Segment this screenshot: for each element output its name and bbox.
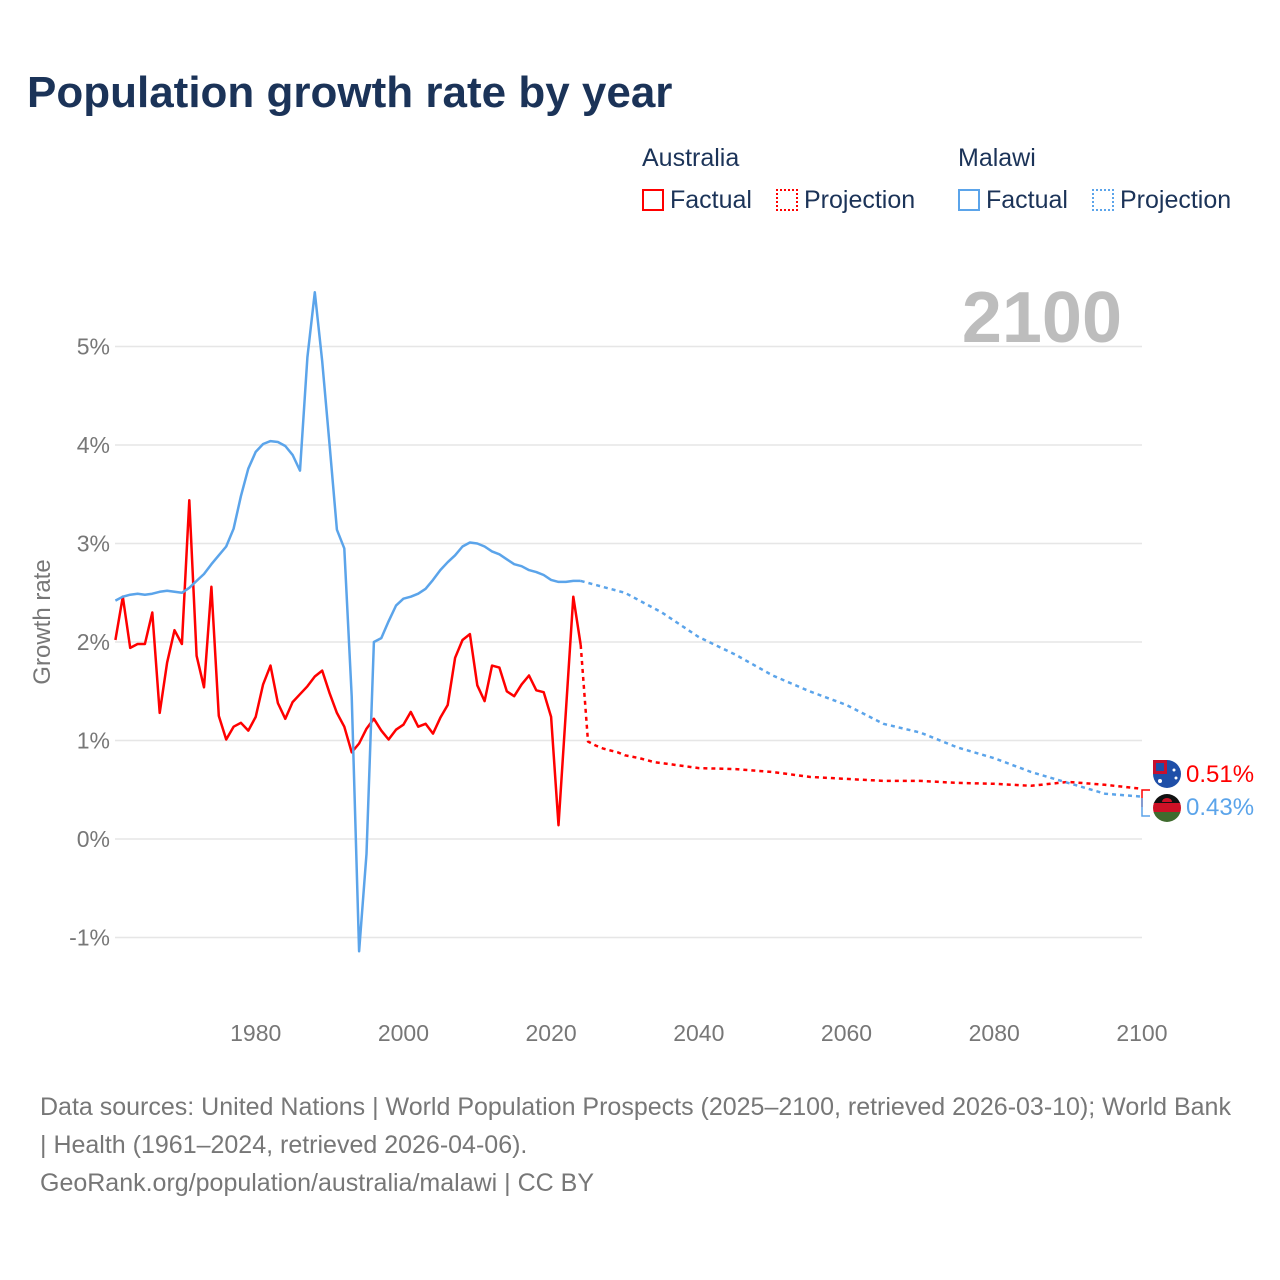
australia-factual-line <box>114 498 582 827</box>
malawi-end-connector <box>1141 798 1150 817</box>
y-tick-label: 1% <box>77 728 110 754</box>
malawi-flag-icon <box>1153 794 1181 822</box>
australia-projection-line <box>579 644 1143 791</box>
credit-link[interactable]: GeoRank.org/population/australia/malawi … <box>40 1169 594 1197</box>
australia-flag-icon <box>1153 760 1181 788</box>
legend-group-australia: Australia <box>642 144 740 172</box>
data-sources: Data sources: United Nations | World Pop… <box>40 1093 1231 1159</box>
australia-end-connector <box>1141 789 1150 807</box>
y-tick-label: -1% <box>69 925 110 951</box>
legend-swatch <box>776 189 798 211</box>
current-year-label: 2100 <box>962 278 1122 358</box>
malawi-projection-line <box>580 579 1142 798</box>
legend-swatch <box>642 189 664 211</box>
y-tick-label: 4% <box>77 432 110 458</box>
x-tick-label: 2020 <box>526 1020 577 1046</box>
legend-australia-factual[interactable]: Factual <box>642 186 752 215</box>
legend-label: Factual <box>986 186 1068 214</box>
legend-label: Projection <box>804 186 916 214</box>
legend-label: Projection <box>1120 186 1232 214</box>
y-tick-label: 0% <box>77 826 110 852</box>
legend-group-malawi: Malawi <box>958 144 1036 172</box>
australia-end-value: 0.51% <box>1186 761 1254 788</box>
y-tick-label: 5% <box>77 334 110 360</box>
x-tick-label: 2040 <box>673 1020 724 1046</box>
legend-malawi-factual[interactable]: Factual <box>958 186 1068 215</box>
x-tick-label: 2060 <box>821 1020 872 1046</box>
y-tick-label: 3% <box>77 531 110 557</box>
page-title: Population growth rate by year <box>27 68 673 117</box>
malawi-factual-line <box>114 291 581 953</box>
x-tick-label: 2000 <box>378 1020 429 1046</box>
legend-malawi-projection[interactable]: Projection <box>1092 186 1231 215</box>
footer: Data sources: United Nations | World Pop… <box>40 1088 1240 1202</box>
legend-label: Factual <box>670 186 752 214</box>
y-axis-label: Growth rate <box>29 559 56 684</box>
x-tick-label: 2100 <box>1116 1020 1167 1046</box>
x-tick-label: 2080 <box>969 1020 1020 1046</box>
legend-swatch <box>958 189 980 211</box>
legend-swatch <box>1092 189 1114 211</box>
x-tick-label: 1980 <box>230 1020 281 1046</box>
legend-australia-projection[interactable]: Projection <box>776 186 915 215</box>
malawi-end-value: 0.43% <box>1186 794 1254 821</box>
y-tick-label: 2% <box>77 629 110 655</box>
